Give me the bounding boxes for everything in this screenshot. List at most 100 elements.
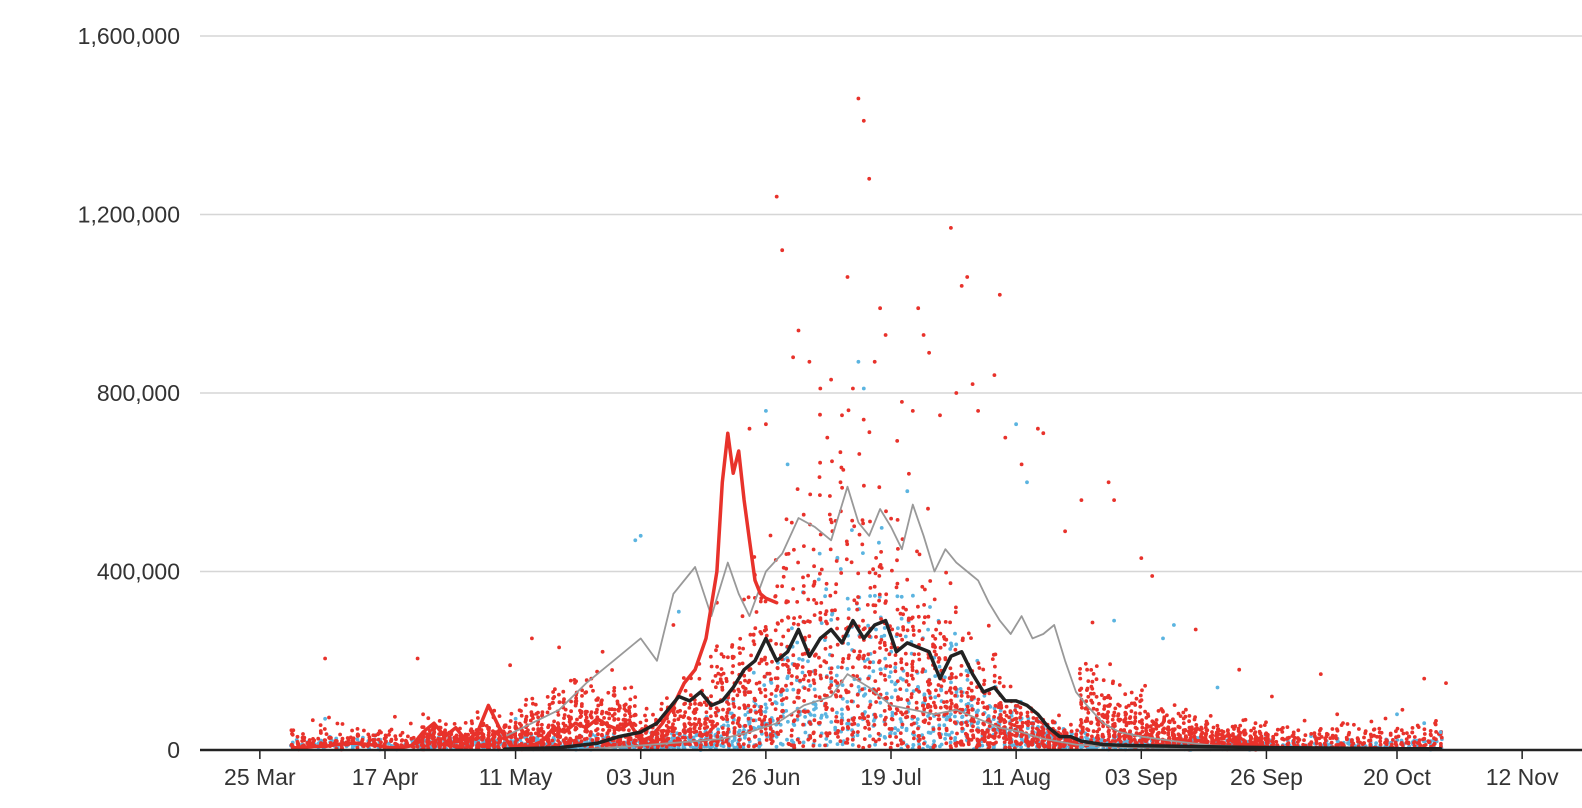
scatter-point-red (1215, 723, 1220, 728)
scatter-point-red (1069, 722, 1073, 727)
scatter-point-red (954, 605, 958, 610)
scatter-point-red (974, 713, 979, 718)
scatter-point-red (1150, 719, 1155, 724)
scatter-point-red (844, 539, 849, 544)
scatter-point-red (993, 709, 997, 714)
scatter-point-red (835, 681, 840, 685)
scatter-point-red (425, 736, 430, 741)
scatter-point-red (775, 666, 780, 671)
scatter-point-red (921, 667, 925, 672)
scatter-point-red (877, 598, 881, 603)
scatter-point-red (743, 678, 747, 683)
scatter-point-blue (882, 735, 887, 739)
scatter-point-red (596, 732, 600, 737)
scatter-point-red (713, 674, 718, 678)
scatter-point-red (790, 674, 794, 678)
scatter-point-red (694, 707, 699, 712)
scatter-point-red (790, 728, 794, 733)
scatter-point-red (327, 715, 331, 720)
scatter-point-red (1171, 736, 1176, 741)
scatter-point-red (628, 714, 633, 719)
scatter-point-red (786, 658, 790, 663)
scatter-point-red (545, 710, 550, 715)
scatter-point-red (387, 732, 391, 737)
scatter-point-red (890, 627, 895, 632)
scatter-point-red (838, 694, 843, 699)
scatter-point-red (718, 677, 723, 682)
scatter-point-red (1140, 729, 1145, 734)
scatter-point-red (535, 722, 540, 727)
scatter-point-red (802, 686, 807, 690)
scatter-point-red (1091, 729, 1096, 734)
scatter-point-red (1187, 714, 1192, 718)
scatter-point-red (784, 517, 789, 522)
scatter-point-red (895, 607, 900, 612)
scatter-point-red (1001, 684, 1006, 689)
scatter-point-red (1214, 738, 1219, 742)
scatter-point-red (912, 652, 917, 657)
scatter-point-red (927, 683, 931, 687)
scatter-point-blue (889, 679, 894, 684)
scatter-point-red (627, 708, 631, 713)
scatter-point-blue (835, 555, 840, 560)
scatter-point-red (1002, 718, 1006, 723)
scatter-point-red (556, 738, 560, 743)
scatter-point-red (893, 661, 898, 666)
scatter-point-red (688, 729, 693, 734)
scatter-point-blue (829, 618, 834, 622)
scatter-point-red (796, 710, 801, 714)
scatter-point-red (900, 712, 905, 717)
scatter-point-blue (726, 723, 730, 728)
scatter-point-red (540, 722, 544, 727)
scatter-point-red (724, 738, 729, 743)
scatter-point-red (792, 663, 797, 668)
scatter-point-blue (835, 742, 840, 746)
scatter-point-red (465, 743, 470, 747)
scatter-point-red (562, 716, 566, 720)
scatter-point-red (898, 738, 903, 743)
scatter-point-red (709, 714, 713, 719)
scatter-point-red (419, 738, 424, 743)
scatter-point-red (580, 702, 584, 706)
scatter-point-red (879, 671, 883, 676)
scatter-point-red (780, 709, 784, 714)
scatter-point-red (692, 730, 697, 734)
scatter-point-red (934, 627, 938, 632)
scatter-point-red (819, 601, 824, 605)
scatter-point-red (421, 725, 426, 729)
scatter-point-red (872, 584, 877, 589)
scatter-point-red (1083, 661, 1088, 666)
scatter-point-red (585, 736, 589, 741)
scatter-point-red (492, 742, 497, 747)
scatter-point-red (1211, 725, 1216, 730)
scatter-point-blue (840, 683, 845, 687)
scatter-point-red (612, 686, 617, 690)
scatter-point-red (610, 668, 614, 672)
scatter-point-blue (947, 733, 952, 737)
scatter-point-red (737, 689, 742, 694)
scatter-point-red (953, 610, 958, 615)
scatter-point-red (976, 661, 981, 665)
scatter-point-red (936, 717, 941, 722)
scatter-point-red (812, 564, 816, 569)
scatter-point-red (536, 710, 540, 715)
scatter-point-red (567, 730, 572, 735)
scatter-point-red (1157, 730, 1161, 735)
scatter-point-red (393, 714, 397, 719)
scatter-point-red (773, 594, 778, 598)
scatter-point-red (389, 739, 393, 743)
scatter-point-red (681, 676, 686, 680)
scatter-point-red (530, 696, 535, 701)
scatter-point-red (879, 566, 884, 570)
scatter-point-red (818, 493, 822, 497)
scatter-point-red (812, 718, 817, 723)
scatter-point-red (965, 673, 970, 678)
scatter-point-red (627, 711, 632, 716)
scatter-point-red (993, 664, 997, 669)
scatter-point-red (1134, 726, 1139, 731)
scatter-point-red (1090, 679, 1095, 684)
scatter-point-red (1074, 732, 1079, 737)
scatter-point-red (738, 724, 742, 729)
scatter-point-red (583, 709, 588, 714)
scatter-point-red (987, 724, 992, 728)
